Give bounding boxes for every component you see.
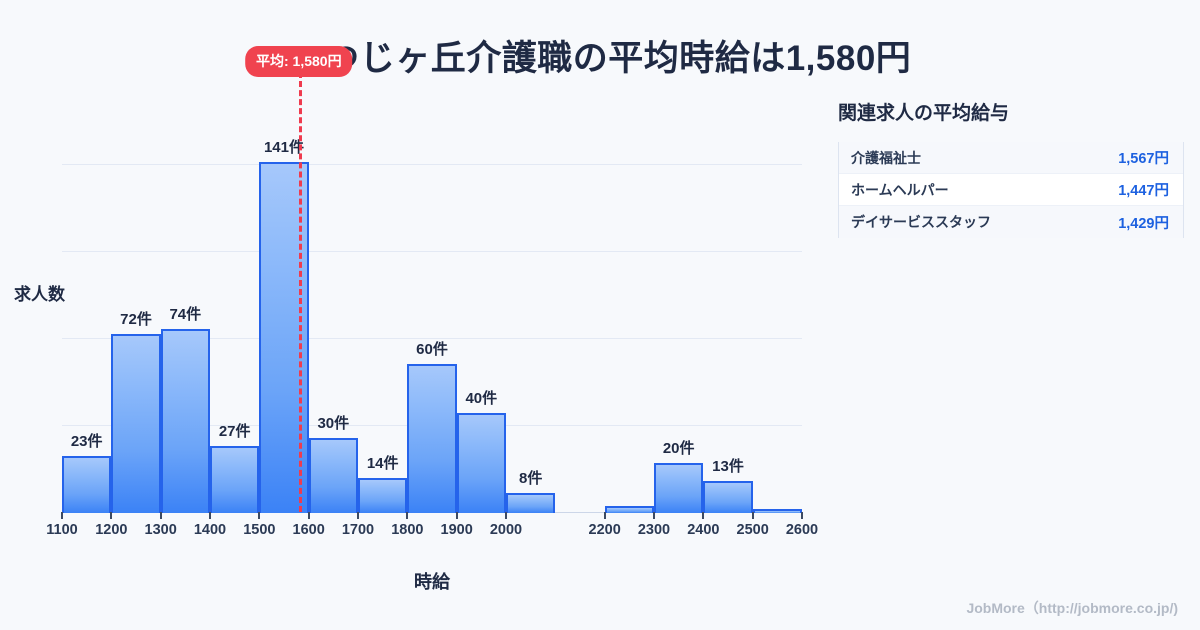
- average-badge: 平均: 1,580円: [245, 46, 353, 77]
- x-axis-tick-label: 1200: [95, 522, 128, 538]
- bar-value-label: 13件: [712, 457, 744, 475]
- gridline: [62, 337, 802, 339]
- related-salary-job-name: デイサービススタッフ: [851, 214, 991, 230]
- x-axis-tick: [751, 512, 754, 519]
- related-salary-job-name: ホームヘルパー: [851, 181, 949, 198]
- bar[interactable]: [752, 509, 802, 513]
- bar-value-label: 20件: [662, 440, 695, 458]
- x-axis-tick: [357, 512, 359, 519]
- bar-value-label: 30件: [317, 415, 350, 433]
- bar[interactable]: [506, 493, 556, 513]
- bar[interactable]: [160, 328, 210, 513]
- bar-value-label: 141件: [263, 139, 304, 156]
- x-axis-tick-label: 1300: [144, 522, 177, 538]
- gridline: [62, 250, 802, 252]
- related-salary-row[interactable]: ホームヘルパー 1,447円: [839, 174, 1183, 206]
- average-line: [298, 72, 302, 512]
- y-axis-title: 求人数: [14, 285, 65, 304]
- related-salary-amount: 1,429円: [1118, 215, 1169, 232]
- x-axis-tick: [603, 512, 606, 519]
- x-axis-tick: [801, 512, 803, 519]
- bar[interactable]: [210, 445, 260, 513]
- related-salary-job-name: 介護福祉士: [851, 149, 921, 166]
- x-axis-tick: [505, 512, 507, 519]
- x-axis-tick-label: 1800: [391, 522, 424, 538]
- x-axis-tick-label: 1100: [46, 522, 78, 538]
- bar[interactable]: [654, 463, 704, 513]
- gridline: [62, 163, 802, 165]
- bar[interactable]: [456, 413, 506, 513]
- x-axis-tick-label: 2300: [637, 522, 671, 538]
- x-axis-tick-label: 2500: [736, 522, 769, 538]
- related-salary-title: 関連求人の平均給与: [838, 103, 1010, 124]
- related-salary-row[interactable]: デイサービススタッフ 1,429円: [839, 206, 1183, 238]
- x-axis-tick: [209, 512, 211, 519]
- related-salary-amount: 1,447円: [1118, 183, 1169, 199]
- bar-value-label: 72件: [120, 310, 152, 328]
- bar[interactable]: [407, 363, 457, 513]
- bar-value-label: 27件: [218, 422, 251, 440]
- bar[interactable]: [62, 455, 112, 513]
- related-salary-table: 介護福祉士 1,567円ホームヘルパー 1,447円デイサービススタッフ 1,429円: [838, 142, 1184, 238]
- x-axis-tick: [159, 512, 162, 519]
- x-axis-tick-label: 1500: [243, 522, 276, 538]
- x-axis-tick: [307, 512, 310, 519]
- x-axis-title: 時給: [414, 572, 450, 592]
- footer-attribution: JobMore（http://jobmore.co.jp/): [966, 600, 1178, 616]
- x-axis-tick-label: 1900: [440, 522, 473, 538]
- x-axis-tick-label: 1400: [193, 522, 227, 538]
- page-title: つつじヶ丘介護職の平均時給は1,580円: [288, 39, 912, 78]
- x-axis-tick-label: 2000: [489, 522, 523, 538]
- related-salary-row[interactable]: 介護福祉士 1,567円: [839, 142, 1183, 174]
- bar-value-label: 60件: [416, 340, 448, 358]
- bar-value-label: 40件: [465, 390, 498, 408]
- bar[interactable]: [703, 480, 753, 513]
- x-axis-tick: [702, 512, 705, 519]
- bar-value-label: 23件: [70, 432, 103, 450]
- x-axis-tick: [455, 512, 458, 519]
- bar[interactable]: [604, 505, 654, 513]
- related-salary-amount: 1,567円: [1118, 151, 1169, 167]
- x-axis-tick: [406, 512, 409, 519]
- bar[interactable]: [308, 438, 358, 513]
- histogram-chart: 求人数 23件 72件 74件 27件 141件 30件 14件 60件 40件 8件 20件 13件…: [0, 46, 830, 592]
- bar-value-label: 8件: [518, 470, 543, 488]
- bar[interactable]: [358, 478, 408, 513]
- x-axis-tick-label: 2400: [687, 522, 720, 538]
- x-axis-tick: [110, 512, 113, 519]
- x-axis-tick: [653, 512, 655, 519]
- bar-value-label: 14件: [366, 455, 399, 473]
- x-axis-tick: [61, 512, 63, 519]
- related-salary-panel: 関連求人の平均給与 介護福祉士 1,567円ホームヘルパー 1,447円デイサービス…: [838, 98, 1186, 238]
- bar-value-label: 74件: [169, 305, 202, 323]
- x-axis-tick-label: 2600: [785, 522, 819, 538]
- bar[interactable]: [111, 333, 161, 513]
- x-axis-tick-label: 2200: [588, 522, 621, 538]
- x-axis-tick-label: 1600: [292, 522, 325, 538]
- plot-area: 23件 72件 74件 27件 141件 30件 14件 60件 40件 8件 20件 13件 1100…: [46, 46, 818, 538]
- x-axis-tick-label: 1700: [341, 522, 375, 538]
- x-axis-tick: [258, 512, 261, 519]
